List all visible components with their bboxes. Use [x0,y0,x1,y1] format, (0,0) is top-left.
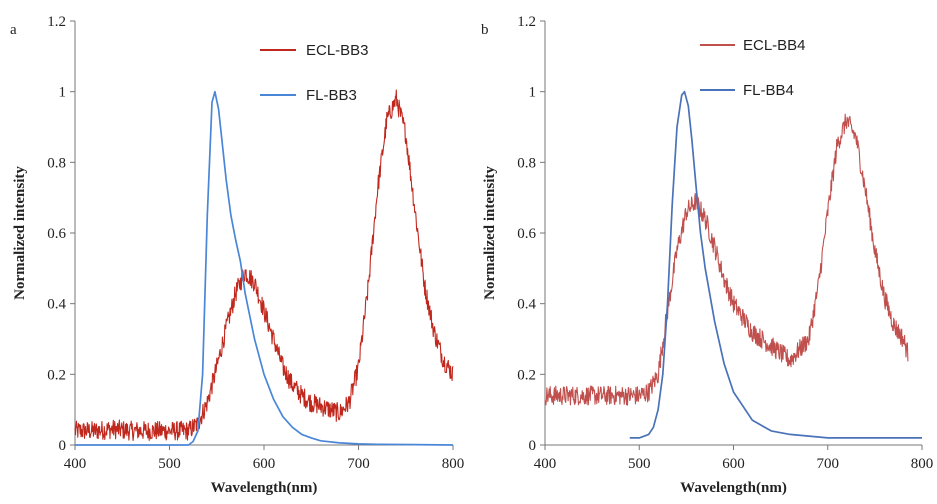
y-tick-label: 0.4 [517,297,536,313]
chart-panel-a: 0 0.2 0.4 0.6 0.8 1 1.2 400 500 600 700 800 Waveleng… [10,14,464,496]
series-line-FL-BB4 [629,90,922,439]
y-tick-label: 1 [529,85,537,101]
y-tick-label: 0.2 [47,367,66,383]
y-tick-label: 0.2 [517,367,536,383]
y-tick-label: 0 [529,438,537,454]
y-axis-label: Normalized intensity [12,166,28,300]
y-tick-label: 0.6 [517,226,536,242]
panel-label: b [481,22,489,38]
x-axis-label: Wavelength(nm) [211,480,318,496]
x-tick-label: 400 [534,456,557,472]
chart-panel-b: 0 0.2 0.4 0.6 0.8 1 1.2 400 500 600 700 800 Waveleng… [481,14,933,496]
series-line-ECL-BB3 [74,89,454,442]
y-tick-label: 1.2 [517,14,536,30]
series-line-ECL-BB4 [544,113,909,406]
y-tick-label: 0 [59,438,67,454]
x-axis-label: Wavelength(nm) [680,480,787,496]
y-axis-label: Normalized intensity [482,166,498,300]
series-line-FL-BB3 [75,90,454,446]
x-tick-label: 600 [253,456,276,472]
x-tick-label: 600 [722,456,745,472]
y-tick-label: 0.4 [47,297,66,313]
legend-label: FL-BB4 [743,82,794,99]
legend-label: ECL-BB3 [306,42,369,59]
legend-label: ECL-BB4 [743,37,806,54]
x-tick-label: 700 [347,456,370,472]
x-tick-label: 800 [442,456,465,472]
y-tick-label: 1 [59,85,67,101]
panel-label: a [10,22,17,38]
x-tick-label: 500 [628,456,651,472]
y-tick-label: 0.8 [517,155,536,171]
x-tick-label: 800 [911,456,934,472]
y-tick-label: 1.2 [47,14,66,30]
y-tick-label: 0.6 [47,226,66,242]
legend-label: FL-BB3 [306,87,357,104]
x-tick-label: 400 [64,456,87,472]
x-tick-label: 500 [158,456,181,472]
y-tick-label: 0.8 [47,155,66,171]
x-tick-label: 700 [817,456,840,472]
